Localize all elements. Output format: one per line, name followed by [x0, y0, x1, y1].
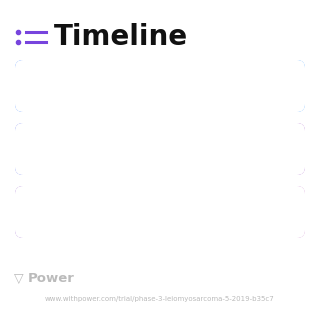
Text: Treatment ~: Treatment ~ — [33, 142, 124, 157]
Text: Power: Power — [28, 272, 75, 285]
Text: Screening ~: Screening ~ — [33, 78, 123, 94]
Text: up to 2 years: up to 2 years — [194, 204, 291, 219]
Text: Timeline: Timeline — [54, 23, 188, 51]
FancyBboxPatch shape — [15, 123, 305, 175]
Text: 3 weeks: 3 weeks — [231, 78, 291, 94]
Text: ▽: ▽ — [14, 272, 24, 285]
FancyBboxPatch shape — [15, 186, 305, 238]
Text: Follow ups ~: Follow ups ~ — [33, 204, 127, 219]
Text: www.withpower.com/trial/phase-3-leiomyosarcoma-5-2019-b35c7: www.withpower.com/trial/phase-3-leiomyos… — [45, 296, 275, 302]
FancyBboxPatch shape — [15, 60, 305, 112]
Text: Varies: Varies — [246, 142, 291, 157]
